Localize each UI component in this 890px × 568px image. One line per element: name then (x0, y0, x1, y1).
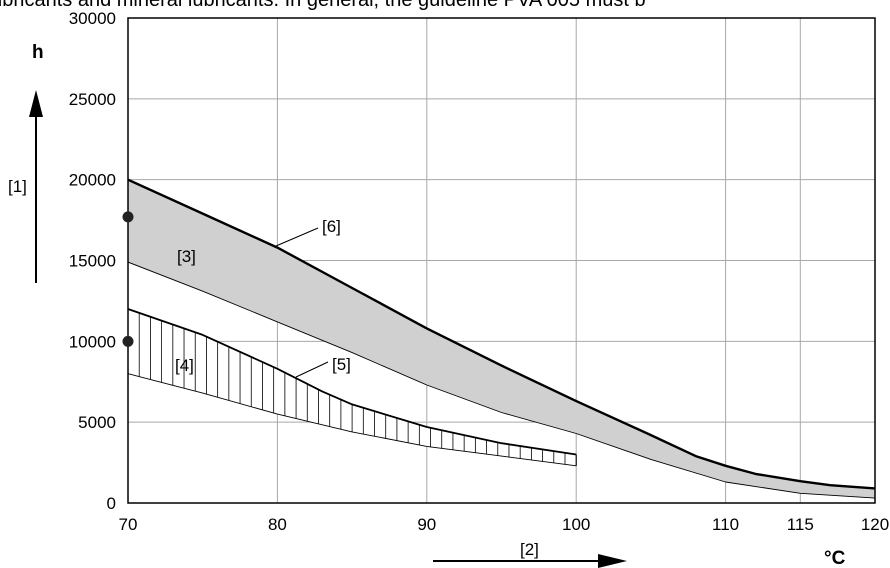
y-tick-label: 30000 (69, 9, 116, 28)
plot-frame (127, 17, 876, 504)
y-tick-label: 20000 (69, 171, 116, 190)
x-tick-label: 90 (417, 515, 436, 534)
y-axis-unit: h (32, 42, 44, 63)
x-axis-marker: [2] (520, 540, 539, 559)
series-lines (128, 178, 875, 499)
series-line-upper-thin (128, 261, 875, 499)
x-tick-labels: 70 80 90 100 110 115 120 (119, 515, 890, 534)
x-tick-label: 80 (268, 515, 287, 534)
header-text: e lubricants and mineral lubricants. In … (0, 0, 646, 11)
series-line-upper-bold (128, 178, 875, 490)
y-tick-label: 0 (107, 494, 116, 513)
series-line-lower-bold (128, 308, 577, 456)
y-tick-label: 25000 (69, 90, 116, 109)
region-label-3: [3] (177, 247, 196, 266)
x-tick-label: 70 (119, 515, 138, 534)
x-tick-label: 100 (562, 515, 590, 534)
regions (128, 179, 875, 499)
callout-leader-5 (295, 361, 329, 378)
x-tick-label: 110 (712, 515, 739, 534)
data-points (122, 211, 134, 347)
y-axis-marker: [1] (8, 177, 27, 196)
series-line-lower-thin (128, 373, 577, 467)
y-tick-label: 10000 (69, 332, 116, 351)
x-tick-label: 115 (787, 515, 814, 534)
x-axis-arrowhead (598, 554, 627, 568)
x-tick-label: 120 (861, 515, 889, 534)
region-label-4: [4] (175, 356, 194, 375)
data-point (122, 335, 134, 347)
x-axis-unit: °C (824, 548, 846, 568)
data-point (122, 211, 134, 223)
y-tick-labels: 0 5000 10000 15000 20000 25000 30000 (69, 9, 116, 513)
y-tick-label: 15000 (69, 252, 116, 271)
y-axis-arrowhead (29, 90, 43, 117)
callout-leader-6 (275, 227, 319, 247)
series-label-5: [5] (332, 355, 351, 374)
series-label-6: [6] (322, 217, 341, 236)
y-tick-label: 5000 (78, 413, 116, 432)
